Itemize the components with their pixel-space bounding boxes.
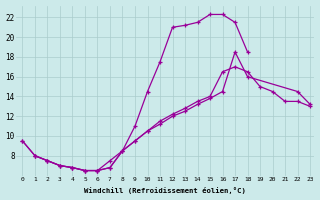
X-axis label: Windchill (Refroidissement éolien,°C): Windchill (Refroidissement éolien,°C)	[84, 187, 246, 194]
